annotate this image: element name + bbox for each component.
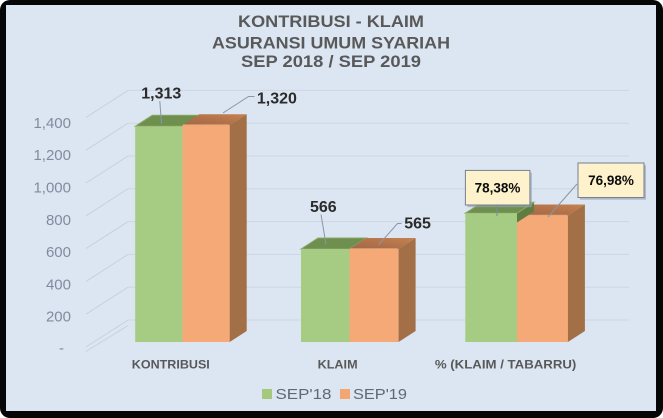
svg-text:400: 400 — [46, 276, 71, 293]
svg-text:KONTRIBUSI - KLAIM: KONTRIBUSI - KLAIM — [238, 12, 424, 31]
svg-text:SEP'19: SEP'19 — [353, 386, 407, 403]
svg-text:1,400: 1,400 — [33, 115, 71, 132]
svg-text:SEP'18: SEP'18 — [276, 386, 332, 403]
svg-text:-: - — [59, 340, 64, 357]
svg-text:566: 566 — [310, 199, 337, 216]
svg-text:1,313: 1,313 — [141, 86, 181, 103]
svg-text:ASURANSI UMUM SYARIAH: ASURANSI UMUM SYARIAH — [212, 34, 450, 53]
svg-text:1,200: 1,200 — [33, 147, 71, 164]
svg-text:200: 200 — [46, 309, 71, 326]
svg-text:1,000: 1,000 — [33, 180, 71, 197]
svg-text:SEP 2018 / SEP 2019: SEP 2018 / SEP 2019 — [241, 52, 421, 71]
svg-text:600: 600 — [46, 244, 71, 261]
svg-text:KLAIM: KLAIM — [318, 358, 358, 372]
svg-text:78,38%: 78,38% — [475, 180, 521, 195]
svg-text:800: 800 — [46, 212, 71, 229]
svg-text:1,320: 1,320 — [257, 91, 297, 108]
svg-text:% (KLAIM / TABARRU): % (KLAIM / TABARRU) — [435, 358, 577, 372]
svg-text:76,98%: 76,98% — [588, 173, 634, 188]
svg-text:KONTRIBUSI: KONTRIBUSI — [132, 358, 210, 372]
svg-text:565: 565 — [404, 216, 431, 233]
